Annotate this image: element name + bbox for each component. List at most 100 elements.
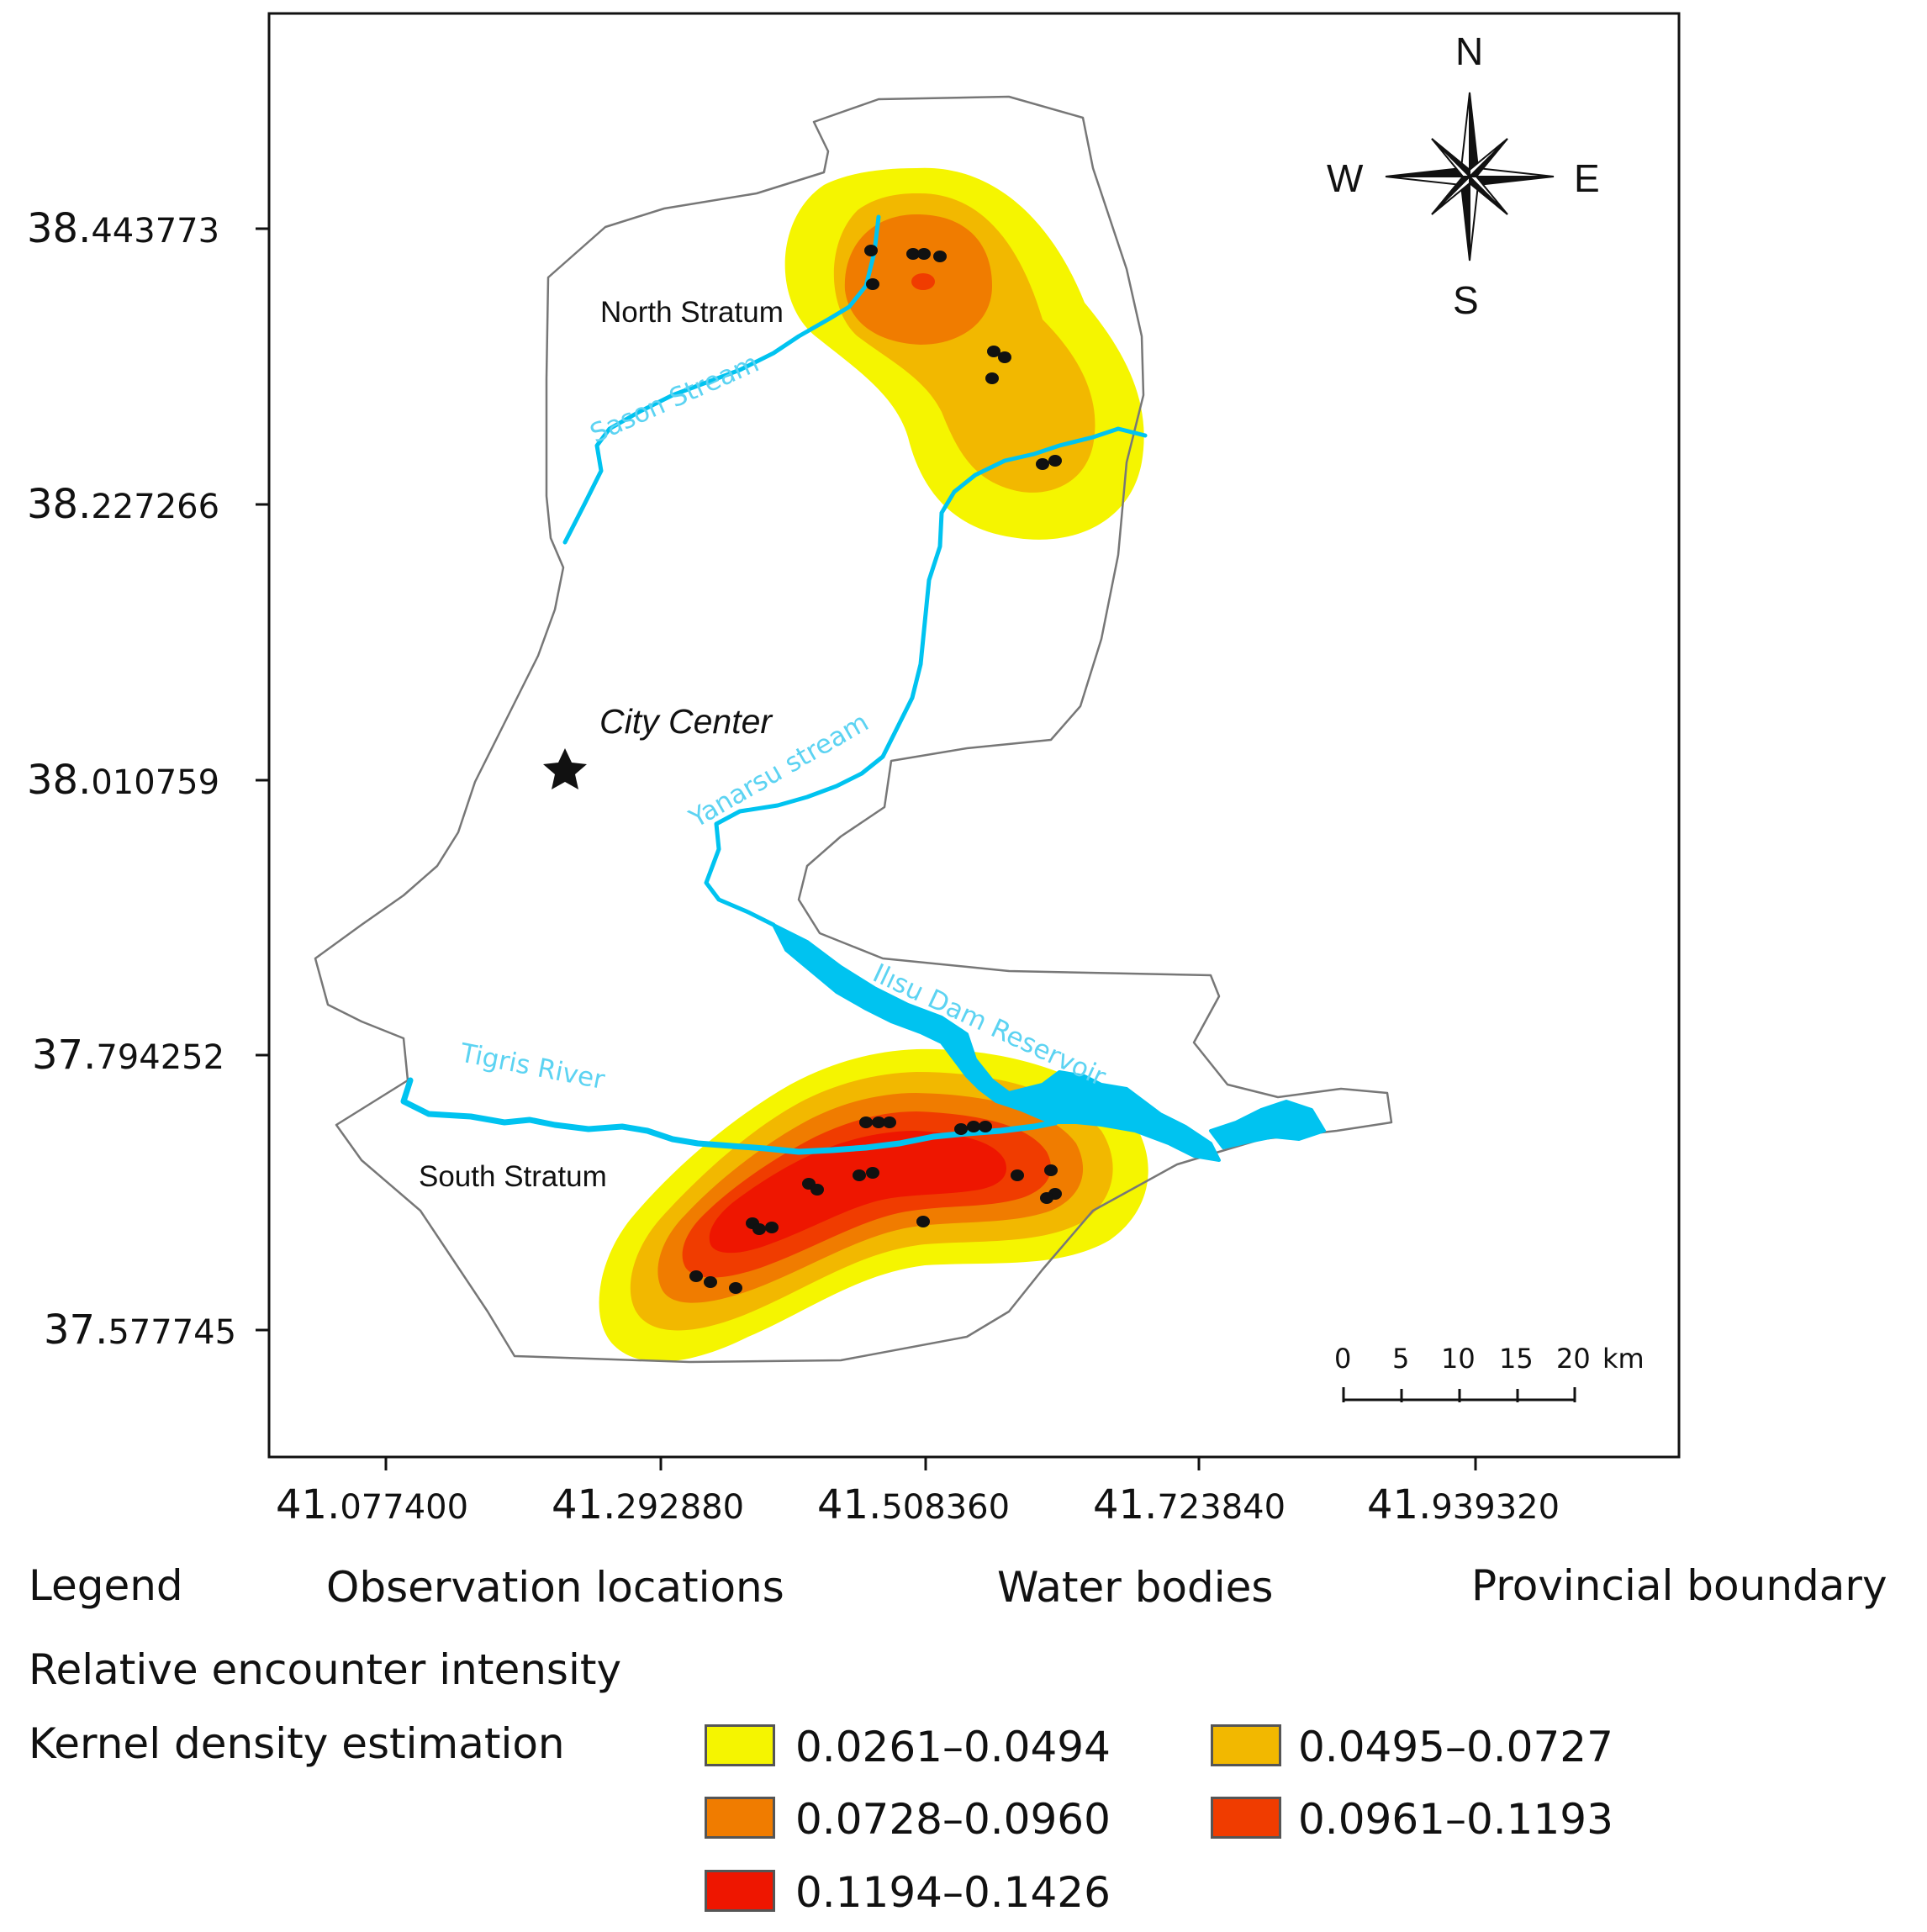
y-axis-ticks xyxy=(256,227,269,1332)
legend-label-class3: 0.0728–0.0960 xyxy=(795,1795,1111,1844)
y-tick-3-int: 38. xyxy=(27,757,92,804)
observation-point xyxy=(853,1169,866,1181)
label-tigris-river: Tigris River xyxy=(457,1037,607,1095)
x-tick-1-dec: 077400 xyxy=(340,1488,469,1527)
compass-w: W xyxy=(1327,156,1364,200)
observation-point xyxy=(917,248,931,260)
scale-20: 20 xyxy=(1556,1343,1591,1375)
y-tick-5-int: 37. xyxy=(44,1306,108,1354)
observation-point xyxy=(729,1282,742,1294)
legend-swatch-class1 xyxy=(705,1724,775,1766)
observation-point xyxy=(872,1116,885,1128)
observation-point xyxy=(916,1216,930,1227)
kde-south-class5 xyxy=(709,1131,1006,1254)
ilisu-dam-reservoir xyxy=(772,923,1326,1162)
x-tick-2-dec: 292880 xyxy=(615,1488,745,1527)
legend-swatch-class5 xyxy=(705,1870,775,1912)
observation-point xyxy=(866,278,879,290)
x-tick-5-dec: 939320 xyxy=(1431,1488,1560,1527)
label-sason-stream: Sason Stream xyxy=(586,348,763,450)
map-frame xyxy=(267,12,1681,1459)
observation-point xyxy=(979,1121,992,1132)
y-tick-1-dec: 443773 xyxy=(91,212,220,251)
observation-point xyxy=(810,1184,824,1196)
observation-point xyxy=(1036,458,1049,470)
observation-point xyxy=(866,1167,879,1179)
legend-swatch-class4 xyxy=(1211,1797,1281,1839)
observation-point xyxy=(704,1276,717,1288)
legend-label-class1: 0.0261–0.0494 xyxy=(795,1723,1111,1771)
observation-point xyxy=(765,1222,779,1233)
x-tick-4: 41.723840 xyxy=(1093,1485,1286,1528)
yanarsu-stream xyxy=(704,426,1148,927)
y-tick-4-dec: 794252 xyxy=(96,1038,225,1077)
observation-points xyxy=(689,245,1062,1294)
legend-swatch-class3 xyxy=(705,1797,775,1839)
observation-point xyxy=(998,351,1011,363)
x-tick-2: 41.292880 xyxy=(552,1485,744,1528)
scale-15: 15 xyxy=(1499,1343,1534,1375)
observation-point xyxy=(1040,1192,1053,1204)
legend-swatch-class2 xyxy=(1211,1724,1281,1766)
scale-5: 5 xyxy=(1392,1343,1410,1375)
legend-water: Water bodies xyxy=(997,1563,1274,1612)
label-south-stratum: South Stratum xyxy=(419,1160,607,1193)
y-tick-3: 38.010759 xyxy=(27,760,219,803)
observation-point xyxy=(752,1223,766,1235)
x-axis-ticks xyxy=(384,1457,1477,1470)
y-tick-3-dec: 010759 xyxy=(91,763,220,802)
x-tick-2-int: 41. xyxy=(552,1481,616,1528)
y-tick-5: 37.577745 xyxy=(44,1310,236,1353)
observation-point xyxy=(954,1123,968,1135)
legend-label-class5: 0.1194–0.1426 xyxy=(795,1868,1111,1917)
x-tick-5: 41.939320 xyxy=(1367,1485,1560,1528)
compass-n: N xyxy=(1455,29,1484,73)
x-tick-4-int: 41. xyxy=(1093,1481,1158,1528)
observation-point xyxy=(689,1270,703,1282)
x-tick-3: 41.508360 xyxy=(817,1485,1010,1528)
x-tick-3-int: 41. xyxy=(817,1481,882,1528)
observation-point xyxy=(985,372,999,384)
y-tick-4-int: 37. xyxy=(32,1032,97,1079)
observation-point xyxy=(906,248,920,260)
observation-point xyxy=(933,251,947,262)
compass-s: S xyxy=(1453,278,1479,322)
observation-point xyxy=(859,1116,873,1128)
observation-point xyxy=(1048,455,1062,467)
compass-rose-icon xyxy=(1385,92,1555,261)
tigris-river xyxy=(400,1077,1059,1155)
kde-north-class4 xyxy=(911,273,935,290)
sason-stream xyxy=(562,214,881,545)
label-city-center: City Center xyxy=(599,702,773,741)
legend-boundary: Provincial boundary xyxy=(1471,1561,1887,1610)
x-tick-5-int: 41. xyxy=(1367,1481,1432,1528)
observation-point xyxy=(1011,1169,1024,1181)
city-center-star-icon xyxy=(543,748,587,789)
scale-bar xyxy=(1342,1387,1576,1402)
compass-e: E xyxy=(1574,156,1600,200)
scale-0: 0 xyxy=(1334,1343,1352,1375)
observation-point xyxy=(987,346,1000,357)
observation-point xyxy=(864,245,878,256)
y-tick-2-dec: 227266 xyxy=(91,488,220,526)
y-tick-2-int: 38. xyxy=(27,481,92,528)
observation-point xyxy=(883,1116,896,1128)
observation-point xyxy=(967,1121,980,1132)
x-tick-3-dec: 508360 xyxy=(881,1488,1011,1527)
provincial-boundary xyxy=(314,95,1393,1364)
y-tick-1-int: 38. xyxy=(27,205,92,252)
scale-10: 10 xyxy=(1441,1343,1476,1375)
legend-title: Legend xyxy=(29,1561,183,1610)
y-tick-1: 38.443773 xyxy=(27,209,219,251)
y-tick-2: 38.227266 xyxy=(27,484,219,527)
legend-observation: Observation locations xyxy=(326,1563,784,1612)
observation-point xyxy=(1044,1164,1058,1176)
legend-intensity-title: Relative encounter intensity xyxy=(29,1645,622,1694)
scale-unit: km xyxy=(1602,1343,1645,1375)
x-tick-4-dec: 723840 xyxy=(1157,1488,1286,1527)
x-tick-1-int: 41. xyxy=(276,1481,341,1528)
x-tick-1: 41.077400 xyxy=(276,1485,468,1528)
water-bodies xyxy=(400,214,1148,1155)
legend-label-class2: 0.0495–0.0727 xyxy=(1298,1723,1613,1771)
